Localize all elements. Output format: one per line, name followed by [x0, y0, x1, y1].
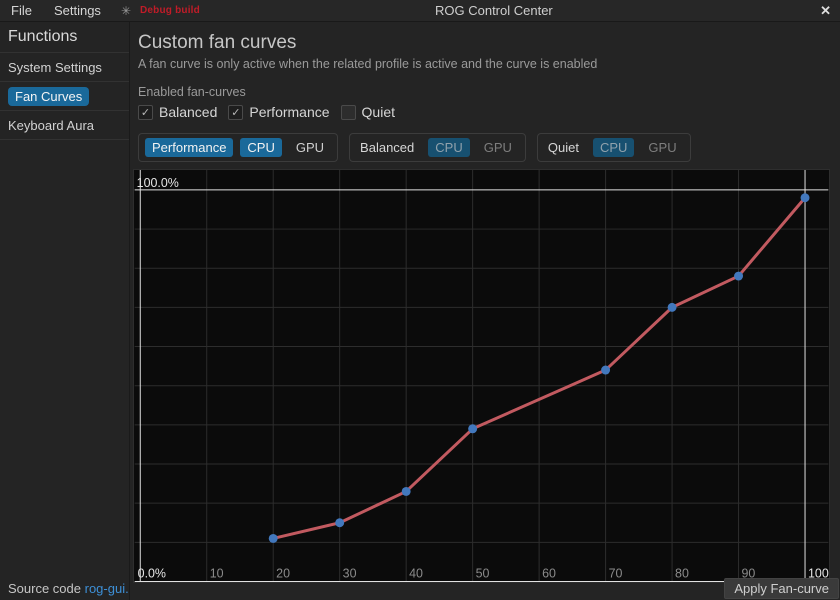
tab-performance[interactable]: Performance	[145, 138, 234, 157]
tab-quiet[interactable]: Quiet	[547, 140, 579, 155]
x-tick-label: 90	[742, 567, 756, 581]
x-tick-label: 20	[276, 567, 290, 581]
sun-burst-icon[interactable]: ✳	[120, 3, 131, 18]
x-tick-label: 50	[476, 567, 490, 581]
checkmark-icon: ✓	[138, 104, 153, 120]
curve-point[interactable]	[667, 302, 677, 312]
sidebar-item-keyboard-aura[interactable]: Keyboard Aura	[0, 111, 129, 140]
source-code-note: Source code rog-gui.	[8, 581, 129, 596]
curve-point[interactable]	[335, 518, 345, 528]
checkmark-icon: ✓	[228, 104, 244, 120]
x-tick-label: 80	[675, 567, 689, 581]
checkbox-label: Quiet	[361, 104, 396, 120]
enabled-fan-curves-label: Enabled fan-curves	[138, 85, 246, 99]
sidebar-item-label: System Settings	[8, 59, 102, 75]
tab-performance-cpu[interactable]: CPU	[240, 138, 282, 157]
page-subtitle: A fan curve is only active when the rela…	[138, 57, 598, 71]
checkbox-balanced[interactable]: ✓ Balanced	[138, 104, 217, 120]
checkbox-quiet[interactable]: Quiet	[340, 104, 396, 120]
x-tick-label: 70	[609, 567, 623, 581]
curve-point[interactable]	[268, 533, 278, 543]
sidebar-item-system-settings[interactable]: System Settings	[0, 53, 129, 82]
curve-point[interactable]	[468, 424, 478, 434]
curve-point[interactable]	[734, 271, 744, 281]
x-tick-label: 100	[808, 567, 829, 581]
profile-group-performance: Performance CPU GPU	[138, 133, 339, 162]
debug-build-badge: Debug build	[140, 5, 200, 16]
sidebar-item-label: Keyboard Aura	[8, 117, 95, 133]
fan-curve-chart[interactable]: 10 20 30 40 50 60 70 80 90 100 100.0% 0.0%	[133, 169, 830, 583]
source-code-text: Source code	[8, 581, 81, 596]
profile-group-quiet: Quiet CPU GPU	[536, 133, 691, 162]
titlebar: File Settings ✳ Debug build ROG Control …	[0, 0, 840, 22]
window-title: ROG Control Center	[435, 3, 553, 18]
apply-fan-curve-button[interactable]: Apply Fan-curve	[724, 578, 839, 599]
rog-gui-link[interactable]: rog-gui.	[84, 581, 129, 596]
sidebar-item-label-active: Fan Curves	[8, 86, 90, 106]
checkbox-performance[interactable]: ✓ Performance	[228, 104, 330, 120]
close-icon[interactable]: ✕	[820, 3, 831, 18]
enabled-checkbox-row: ✓ Balanced ✓ Performance Quiet	[138, 104, 840, 120]
x-tick-label: 10	[210, 567, 224, 581]
tab-quiet-cpu[interactable]: CPU	[592, 138, 635, 157]
bottom-bar: Apply Fan-curve	[724, 578, 839, 599]
sidebar-item-fan-curves[interactable]: Fan Curves	[0, 82, 129, 111]
fan-curve-chart-wrap: 10 20 30 40 50 60 70 80 90 100 100.0% 0.0%	[133, 169, 840, 583]
menu-file[interactable]: File	[11, 3, 32, 18]
tab-balanced-gpu[interactable]: GPU	[483, 140, 512, 155]
empty-checkbox-icon	[340, 104, 356, 120]
tab-balanced-cpu[interactable]: CPU	[428, 138, 470, 157]
checkbox-label: Performance	[249, 104, 330, 120]
page-title: Custom fan curves	[138, 32, 297, 53]
x-tick-label: 40	[409, 567, 423, 581]
tab-performance-gpu[interactable]: GPU	[295, 140, 325, 155]
y-min-label: 0.0%	[138, 567, 166, 581]
checkbox-label: Balanced	[159, 104, 218, 120]
curve-point[interactable]	[601, 365, 611, 375]
profile-group-balanced: Balanced CPU GPU	[349, 133, 526, 162]
y-max-label: 100.0%	[137, 176, 179, 190]
x-tick-label: 60	[542, 567, 556, 581]
sidebar: Functions System Settings Fan Curves Key…	[0, 22, 130, 600]
fan-curve-line	[271, 196, 807, 540]
sidebar-header: Functions	[0, 22, 129, 53]
tab-balanced[interactable]: Balanced	[360, 140, 415, 155]
menu-settings[interactable]: Settings	[53, 3, 101, 18]
x-tick-label: 30	[343, 567, 357, 581]
profile-tab-row: Performance CPU GPU Balanced CPU GPU Qui…	[138, 133, 840, 162]
curve-point[interactable]	[800, 193, 810, 203]
tab-quiet-gpu[interactable]: GPU	[648, 140, 677, 155]
curve-point[interactable]	[401, 486, 411, 496]
main-panel: Custom fan curves A fan curve is only ac…	[130, 22, 840, 600]
content-area: Functions System Settings Fan Curves Key…	[0, 22, 840, 600]
